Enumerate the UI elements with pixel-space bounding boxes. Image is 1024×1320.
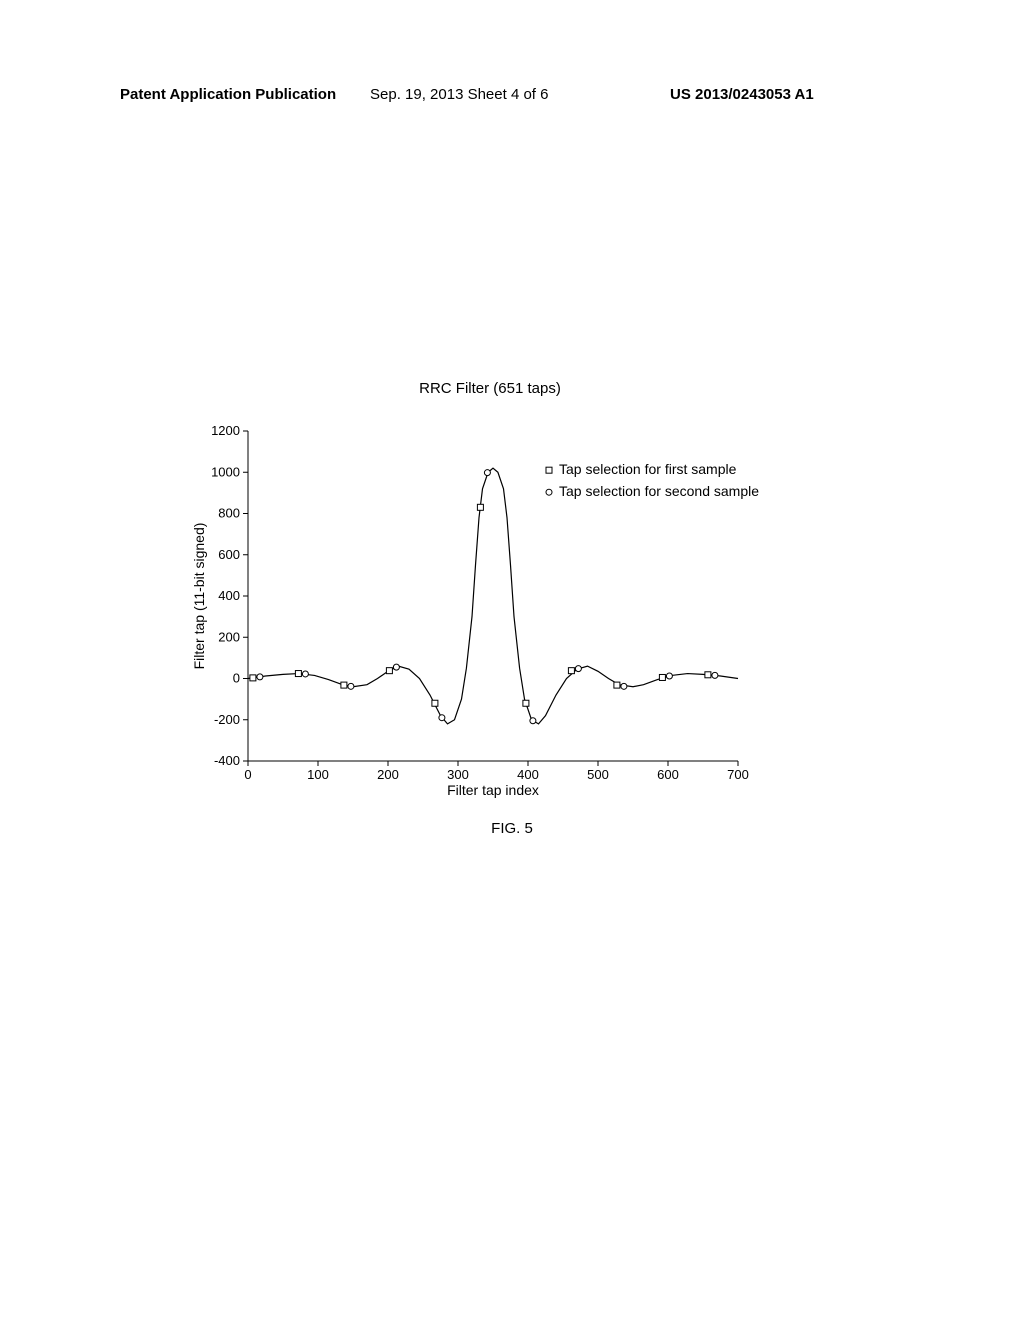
svg-text:0: 0 [233, 671, 240, 686]
svg-text:700: 700 [727, 767, 749, 782]
svg-text:-400: -400 [214, 753, 240, 768]
svg-text:500: 500 [587, 767, 609, 782]
chart-title: RRC Filter (651 taps) [190, 380, 790, 397]
svg-text:300: 300 [447, 767, 469, 782]
svg-text:Tap selection for second sampl: Tap selection for second sample [559, 483, 759, 499]
svg-text:Filter tap index: Filter tap index [447, 782, 539, 798]
svg-text:800: 800 [218, 506, 240, 521]
svg-text:400: 400 [218, 588, 240, 603]
svg-text:100: 100 [307, 767, 329, 782]
svg-text:600: 600 [657, 767, 679, 782]
svg-text:400: 400 [517, 767, 539, 782]
svg-text:0: 0 [244, 767, 251, 782]
svg-text:-200: -200 [214, 712, 240, 727]
chart-figure: RRC Filter (651 taps) -400 -200 0 200 400 600… [190, 380, 790, 800]
svg-text:Tap selection for first sample: Tap selection for first sample [559, 461, 737, 477]
header-left: Patent Application Publication [120, 86, 336, 103]
page-header: Patent Application Publication Sep. 19, … [0, 86, 1024, 106]
figure-caption: FIG. 5 [0, 820, 1024, 837]
svg-text:1200: 1200 [211, 423, 240, 438]
svg-text:1000: 1000 [211, 464, 240, 479]
svg-text:200: 200 [218, 629, 240, 644]
svg-text:200: 200 [377, 767, 399, 782]
svg-text:600: 600 [218, 547, 240, 562]
chart-svg: -400 -200 0 200 400 600 800 1000 1200 0 100 200 300 4… [190, 401, 790, 801]
header-mid: Sep. 19, 2013 Sheet 4 of 6 [370, 86, 548, 103]
svg-text:Filter tap (11-bit signed): Filter tap (11-bit signed) [191, 523, 207, 670]
header-right: US 2013/0243053 A1 [670, 86, 814, 103]
